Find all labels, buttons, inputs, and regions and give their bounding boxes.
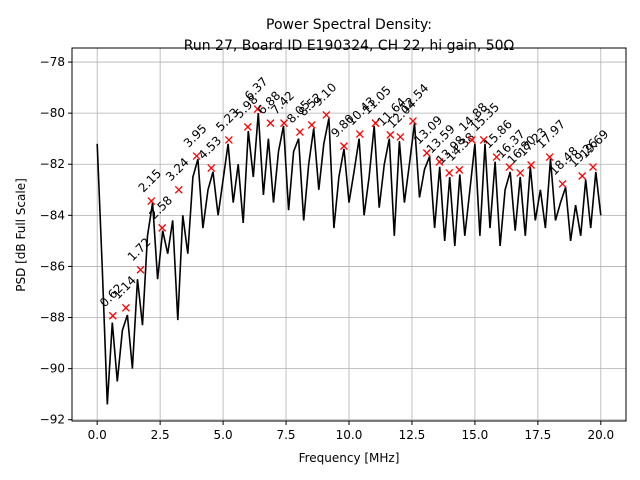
peak-marker — [492, 153, 501, 162]
y-tick-label: −82 — [40, 157, 65, 171]
x-tick-label: 17.5 — [525, 428, 552, 442]
peak-marker — [158, 223, 167, 232]
peak-label: 2.58 — [146, 193, 175, 222]
peak-marker — [108, 311, 117, 320]
peak-marker — [355, 130, 364, 139]
peak-marker — [295, 128, 304, 137]
y-tick-label: −90 — [40, 362, 65, 376]
peak-marker — [224, 136, 233, 144]
peak-marker — [253, 105, 262, 114]
y-tick-label: −84 — [40, 208, 65, 222]
y-tick-label: −88 — [40, 311, 65, 325]
peak-marker — [422, 149, 431, 157]
peak-marker — [386, 130, 395, 139]
x-tick-label: 10.0 — [336, 428, 363, 442]
peak-marker — [589, 163, 597, 172]
peak-marker — [243, 122, 252, 131]
y-tick-label: −86 — [40, 259, 65, 273]
peak-label: 9.10 — [311, 80, 340, 109]
peak-marker — [445, 168, 454, 177]
chart-subtitle: Run 27, Board ID E190324, CH 22, hi gain… — [184, 38, 515, 54]
peak-marker — [409, 117, 417, 126]
peak-marker — [121, 303, 130, 312]
x-tick-label: 2.5 — [151, 428, 170, 442]
peak-label: 1.14 — [110, 273, 139, 302]
peak-marker — [527, 161, 536, 169]
y-tick-label: −80 — [40, 106, 65, 120]
psd-line — [96, 113, 602, 405]
peak-marker — [207, 164, 216, 173]
x-axis-label: Frequency [MHz] — [299, 451, 400, 465]
peak-marker — [371, 119, 380, 128]
x-tick-label: 7.5 — [276, 428, 295, 442]
chart-title: Power Spectral Density: — [266, 17, 432, 33]
y-tick-label: −92 — [40, 413, 65, 427]
y-tick-label: −78 — [40, 55, 65, 69]
peak-marker — [147, 197, 156, 205]
peak-marker — [467, 136, 476, 144]
x-tick-label: 12.5 — [399, 428, 426, 442]
peak-marker — [322, 110, 331, 119]
peak-marker — [136, 265, 145, 274]
plot-frame — [71, 47, 627, 422]
peak-marker — [435, 157, 444, 166]
peak-marker — [545, 153, 554, 162]
peak-label: 3.24 — [163, 155, 192, 184]
peak-marker — [479, 136, 488, 144]
peak-label: 1.72 — [125, 235, 154, 264]
x-tick-label: 20.0 — [587, 428, 614, 442]
peak-marker — [505, 163, 514, 172]
x-tick-label: 15.0 — [462, 428, 489, 442]
peak-marker — [174, 185, 183, 194]
peak-marker — [266, 119, 275, 128]
peak-marker — [516, 168, 525, 177]
peak-marker — [340, 142, 348, 151]
peak-marker — [280, 119, 288, 128]
peak-marker — [192, 152, 201, 161]
y-axis-label: PSD [dB Full Scale] — [14, 178, 28, 292]
peak-marker — [578, 172, 587, 180]
x-tick-label: 0.0 — [88, 428, 107, 442]
x-tick-label: 5.0 — [214, 428, 233, 442]
peak-marker — [307, 120, 316, 129]
peak-marker — [396, 132, 405, 141]
peak-marker — [455, 165, 464, 174]
peak-marker — [558, 179, 567, 188]
